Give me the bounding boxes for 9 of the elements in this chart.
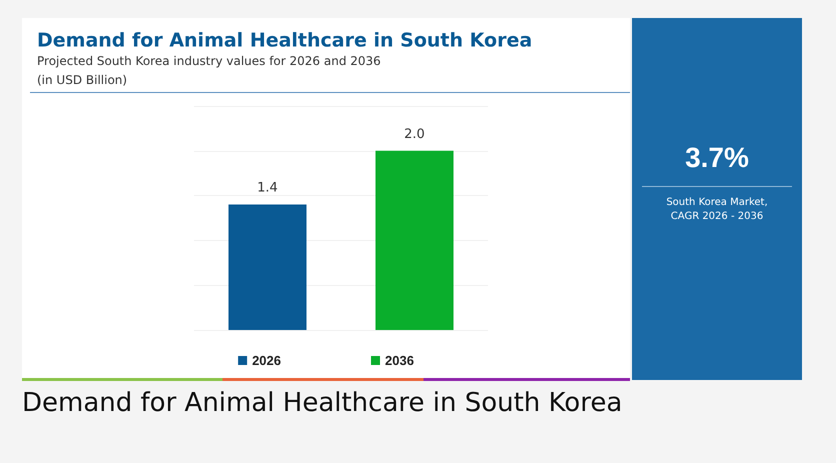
legend-label: 2026 [252, 353, 281, 368]
chart-subtitle: Projected South Korea industry values for 2026 and 2036 [37, 54, 381, 68]
data-label: 1.4 [257, 180, 278, 196]
chart-title: Demand for Animal Healthcare in South Korea [37, 30, 532, 52]
data-label: 2.0 [404, 126, 425, 142]
info-panel: 3.7% South Korea Market, CAGR 2026 - 2036 [632, 18, 802, 380]
legend-label: 2036 [385, 353, 414, 368]
text: Demand for Animal Healthcare in South Korea [22, 388, 622, 418]
text: (in USD Billion) [37, 73, 128, 87]
